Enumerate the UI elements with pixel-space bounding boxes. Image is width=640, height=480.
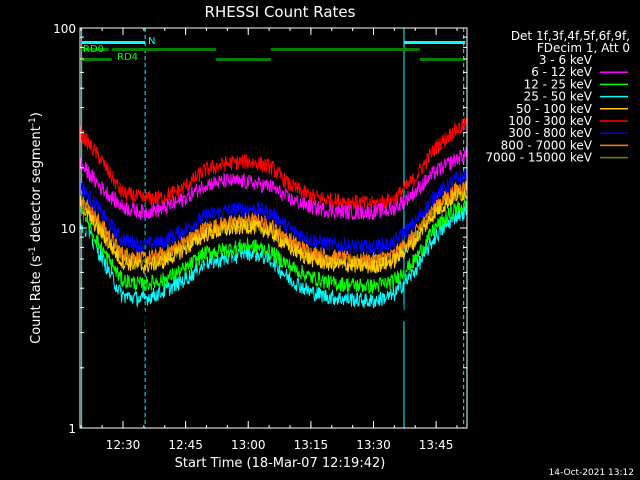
y-tick-label: 100: [53, 22, 76, 36]
y-axis-label-part: detector segment: [29, 126, 44, 246]
y-axis-label-part: Count Rate (s: [29, 255, 44, 344]
legend-header-line-1: Det 1f,3f,4f,5f,6f,9f,: [511, 29, 630, 43]
y-axis-label-superscript: -1: [28, 117, 38, 126]
y-axis-label: Count Rate (s-1 detector segment-1): [28, 112, 44, 344]
timestamp: 14-Oct-2021 13:12: [549, 468, 634, 478]
legend-entry-label: 300 - 800 keV: [508, 126, 592, 140]
series-line: [79, 197, 468, 294]
legend-entry-label: 100 - 300 keV: [508, 114, 592, 128]
flag-bar-segment: [403, 41, 466, 44]
legend-entry-label: 6 - 12 keV: [531, 65, 593, 79]
flag-bar-segment: [112, 48, 217, 51]
series-line: [79, 167, 468, 257]
flag-bar-segment: [419, 58, 466, 61]
y-axis-label-part: ): [29, 112, 44, 117]
flag-bar-segment: [81, 48, 109, 51]
legend-entry-label: 7000 - 15000 keV: [485, 151, 592, 165]
series-line: [79, 117, 468, 210]
series-line: [79, 146, 468, 221]
legend: Det 1f,3f,4f,5f,6f,9f, FDecim 1, Att 0 3…: [485, 29, 630, 165]
x-axis-label: Start Time (18-Mar-07 12:19:42): [175, 456, 386, 471]
x-tick-label: 13:00: [231, 438, 266, 452]
y-axis-label-superscript: -1: [28, 246, 38, 255]
x-axis: 12:30 12:45 13:00 13:15 13:30 13:45: [80, 28, 458, 452]
y-axis: 1 10 100: [53, 22, 467, 436]
y-tick-label: 1: [68, 422, 76, 436]
flag-bar-segment: [270, 48, 420, 51]
x-tick-label: 12:45: [168, 438, 203, 452]
legend-entry-label: 3 - 6 keV: [539, 53, 593, 67]
series-line: [79, 187, 468, 274]
plot-area: N RD0 RD4: [79, 28, 468, 428]
legend-entry-label: 12 - 25 keV: [524, 77, 593, 91]
legend-entry-label: 25 - 50 keV: [524, 90, 593, 104]
flag-bar-segment: [81, 58, 112, 61]
chart-title: RHESSI Count Rates: [205, 3, 356, 21]
flag-bar-label: N: [148, 36, 155, 47]
flag-bar-label: RD4: [117, 52, 138, 63]
flag-bar-segment: [81, 41, 146, 44]
flag-bar-label: RD0: [83, 44, 104, 55]
x-tick-label: 13:15: [294, 438, 329, 452]
x-tick-label: 13:30: [356, 438, 391, 452]
series-line: [79, 211, 468, 346]
x-tick-label: 12:30: [106, 438, 141, 452]
y-tick-label: 10: [61, 222, 76, 236]
legend-entry-label: 50 - 100 keV: [516, 102, 593, 116]
flag-bar-segment: [216, 58, 271, 61]
legend-entry-label: 800 - 7000 keV: [501, 138, 593, 152]
x-tick-label: 13:45: [419, 438, 454, 452]
legend-header-line-2: FDecim 1, Att 0: [537, 41, 630, 55]
